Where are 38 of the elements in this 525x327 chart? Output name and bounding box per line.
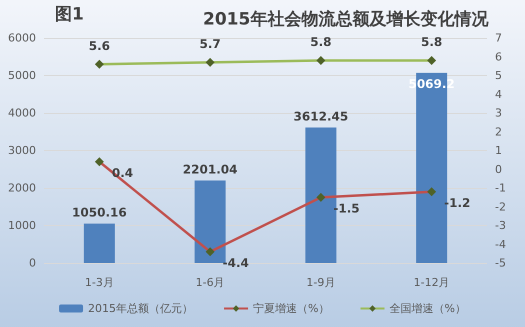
y-tick-label: 3000 xyxy=(8,144,36,157)
x-tick-label: 1-6月 xyxy=(196,276,225,289)
chart-title: 2015年社会物流总额及增长变化情况 xyxy=(203,10,490,30)
y2-tick-label: 2 xyxy=(495,125,502,138)
y-tick-label: 0 xyxy=(29,256,36,270)
x-tick-label: 1-9月 xyxy=(306,276,336,289)
y-tick-label: 4000 xyxy=(8,106,36,120)
y2-tick-label: -5 xyxy=(495,256,506,270)
legend-label: 2015年总额（亿元） xyxy=(88,302,194,315)
y2-tick-label: 7 xyxy=(495,32,502,44)
y2-tick-label: 3 xyxy=(495,106,502,120)
y-tick-label: 6000 xyxy=(8,32,36,44)
y2-tick-label: -3 xyxy=(495,219,506,232)
y2-tick-label: 1 xyxy=(495,144,502,157)
y2-tick-label: -1 xyxy=(495,182,506,194)
data-label: 5.8 xyxy=(310,35,332,49)
y-tick-label: 2000 xyxy=(8,182,36,194)
y2-tick-label: 4 xyxy=(495,88,502,101)
y2-tick-label: 5 xyxy=(495,69,502,82)
y-tick-label: 1000 xyxy=(8,219,36,232)
x-tick-label: 1-3月 xyxy=(84,276,114,289)
data-label: -4.4 xyxy=(222,256,249,270)
legend-label: 宁夏增速（%） xyxy=(253,302,330,315)
caption: 图1 xyxy=(55,4,84,24)
data-label: 2201.04 xyxy=(182,162,238,176)
y2-tick-label: -2 xyxy=(495,200,506,214)
y2-tick-label: 6 xyxy=(495,50,502,64)
data-label: 1050.16 xyxy=(72,206,127,220)
data-label: 3612.45 xyxy=(294,110,348,124)
y2-tick-label: -4 xyxy=(495,238,506,251)
data-label: 5.8 xyxy=(420,35,442,49)
y2-tick-label: 0 xyxy=(495,162,502,176)
x-tick-label: 1-12月 xyxy=(414,276,450,289)
y-tick-label: 5000 xyxy=(8,69,36,82)
data-label: 5.6 xyxy=(88,38,110,53)
data-label: 5.7 xyxy=(199,36,221,51)
legend-label: 全国增速（%） xyxy=(389,302,466,315)
data-label: 0.4 xyxy=(112,166,134,180)
